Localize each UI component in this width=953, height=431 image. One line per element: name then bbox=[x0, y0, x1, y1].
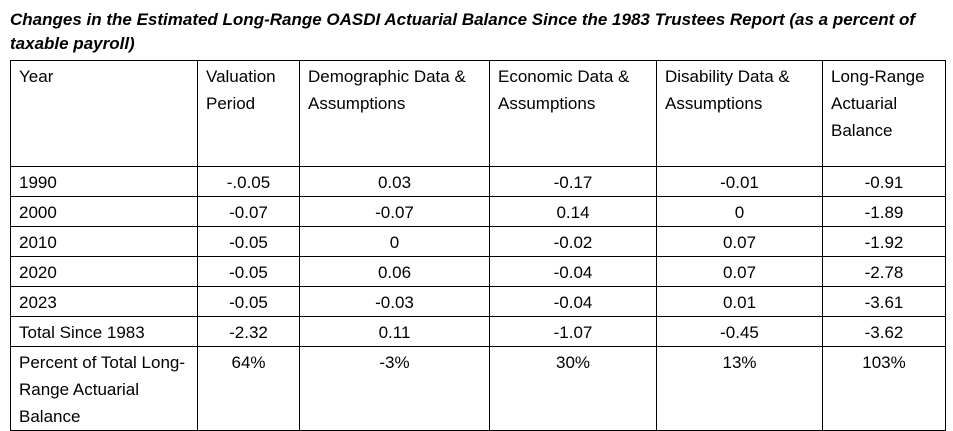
cell-demographic: -0.03 bbox=[299, 286, 490, 317]
header-valuation-period: Valuation Period bbox=[197, 60, 300, 167]
cell-disability: 13% bbox=[656, 346, 823, 431]
cell-long-range-balance: -1.92 bbox=[822, 226, 946, 257]
cell-demographic: 0 bbox=[299, 226, 490, 257]
cell-long-range-balance: -0.91 bbox=[822, 166, 946, 197]
cell-economic: -0.17 bbox=[489, 166, 657, 197]
table-row: 2000 -0.07 -0.07 0.14 0 -1.89 bbox=[10, 196, 946, 227]
table-row: 1990 -.0.05 0.03 -0.17 -0.01 -0.91 bbox=[10, 166, 946, 197]
cell-disability: -0.45 bbox=[656, 316, 823, 347]
cell-disability: 0.07 bbox=[656, 256, 823, 287]
cell-valuation-period: -0.05 bbox=[197, 256, 300, 287]
table-row: 2023 -0.05 -0.03 -0.04 0.01 -3.61 bbox=[10, 286, 946, 317]
cell-valuation-period: -0.07 bbox=[197, 196, 300, 227]
row-label: 2023 bbox=[10, 286, 198, 317]
table-row: 2020 -0.05 0.06 -0.04 0.07 -2.78 bbox=[10, 256, 946, 287]
cell-disability: 0 bbox=[656, 196, 823, 227]
cell-disability: 0.01 bbox=[656, 286, 823, 317]
cell-demographic: -0.07 bbox=[299, 196, 490, 227]
cell-disability: -0.01 bbox=[656, 166, 823, 197]
header-year: Year bbox=[10, 60, 198, 167]
row-label: 2020 bbox=[10, 256, 198, 287]
cell-long-range-balance: -2.78 bbox=[822, 256, 946, 287]
row-label: 2010 bbox=[10, 226, 198, 257]
header-row: Year Valuation Period Demographic Data &… bbox=[10, 60, 946, 167]
table-body: 1990 -.0.05 0.03 -0.17 -0.01 -0.91 2000 … bbox=[10, 166, 946, 431]
table-row: 2010 -0.05 0 -0.02 0.07 -1.92 bbox=[10, 226, 946, 257]
header-economic: Economic Data & Assumptions bbox=[489, 60, 657, 167]
table-header: Year Valuation Period Demographic Data &… bbox=[10, 60, 946, 167]
actuarial-balance-table: Year Valuation Period Demographic Data &… bbox=[10, 60, 946, 431]
cell-economic: -0.04 bbox=[489, 256, 657, 287]
cell-valuation-period: 64% bbox=[197, 346, 300, 431]
cell-demographic: 0.11 bbox=[299, 316, 490, 347]
cell-demographic: 0.06 bbox=[299, 256, 490, 287]
cell-valuation-period: -0.05 bbox=[197, 226, 300, 257]
row-label: 1990 bbox=[10, 166, 198, 197]
table-row: Total Since 1983 -2.32 0.11 -1.07 -0.45 … bbox=[10, 316, 946, 347]
table-title: Changes in the Estimated Long-Range OASD… bbox=[10, 10, 916, 53]
row-label: Percent of Total Long-Range Actuarial Ba… bbox=[10, 346, 198, 431]
cell-demographic: 0.03 bbox=[299, 166, 490, 197]
cell-valuation-period: -2.32 bbox=[197, 316, 300, 347]
row-label: Total Since 1983 bbox=[10, 316, 198, 347]
cell-economic: -1.07 bbox=[489, 316, 657, 347]
cell-long-range-balance: 103% bbox=[822, 346, 946, 431]
cell-long-range-balance: -3.61 bbox=[822, 286, 946, 317]
cell-demographic: -3% bbox=[299, 346, 490, 431]
cell-economic: -0.04 bbox=[489, 286, 657, 317]
header-long-range-balance: Long-Range Actuarial Balance bbox=[822, 60, 946, 167]
header-disability: Disability Data & Assumptions bbox=[656, 60, 823, 167]
cell-disability: 0.07 bbox=[656, 226, 823, 257]
cell-long-range-balance: -1.89 bbox=[822, 196, 946, 227]
cell-valuation-period: -0.05 bbox=[197, 286, 300, 317]
cell-economic: 0.14 bbox=[489, 196, 657, 227]
cell-long-range-balance: -3.62 bbox=[822, 316, 946, 347]
header-demographic: Demographic Data & Assumptions bbox=[299, 60, 490, 167]
table-row: Percent of Total Long-Range Actuarial Ba… bbox=[10, 346, 946, 431]
cell-economic: 30% bbox=[489, 346, 657, 431]
cell-valuation-period: -.0.05 bbox=[197, 166, 300, 197]
cell-economic: -0.02 bbox=[489, 226, 657, 257]
row-label: 2000 bbox=[10, 196, 198, 227]
